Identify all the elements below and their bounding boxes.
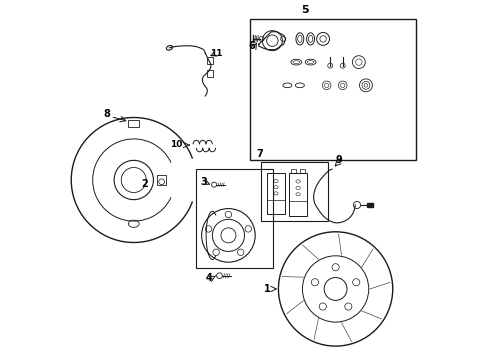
Text: 9: 9: [335, 156, 342, 165]
Bar: [206, 70, 213, 77]
Bar: [249, 19, 415, 160]
Bar: [128, 120, 139, 127]
Bar: [366, 203, 372, 207]
Bar: [290, 168, 295, 173]
Text: 5: 5: [301, 5, 308, 15]
Text: 7: 7: [256, 149, 263, 159]
Text: 8: 8: [103, 109, 110, 119]
Text: 11: 11: [209, 49, 222, 58]
Bar: [288, 173, 306, 216]
Bar: [266, 173, 285, 214]
Bar: [260, 162, 328, 221]
Text: 6: 6: [248, 41, 255, 51]
Bar: [157, 175, 165, 185]
Text: 2: 2: [141, 179, 147, 189]
Text: 4: 4: [205, 273, 212, 283]
Bar: [206, 57, 213, 64]
Text: 3: 3: [200, 177, 206, 187]
Bar: [196, 169, 272, 267]
Text: 1: 1: [264, 284, 270, 294]
Text: 10: 10: [170, 140, 183, 149]
Bar: [300, 168, 305, 173]
